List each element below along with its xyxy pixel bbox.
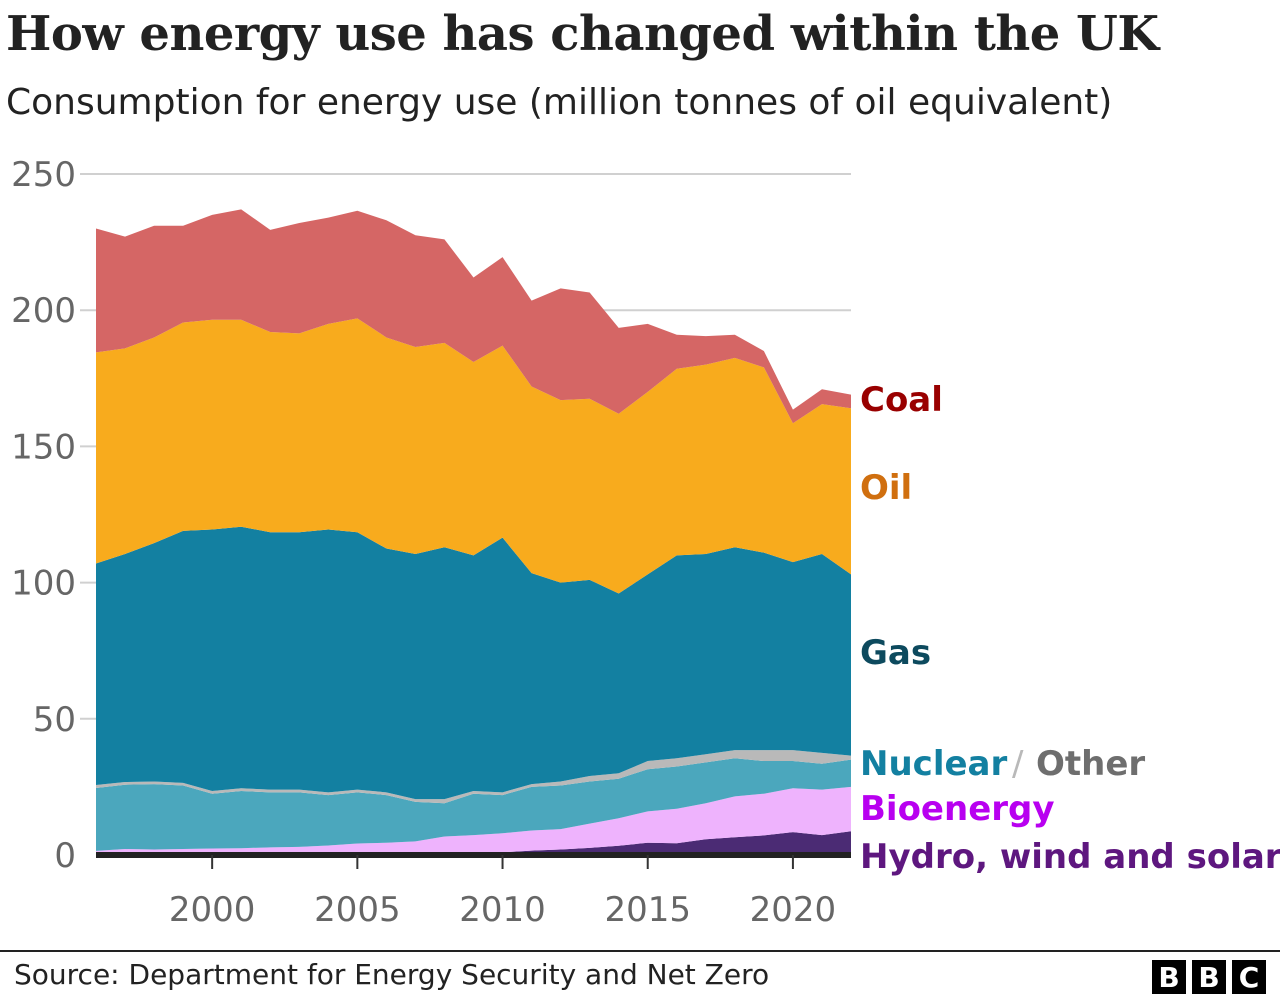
y-tick-label: 200 bbox=[11, 291, 76, 331]
x-tick-label: 2000 bbox=[169, 890, 256, 930]
logo-letter: B bbox=[1192, 960, 1226, 994]
legend-label-oil: Oil bbox=[860, 468, 912, 508]
area-gas bbox=[96, 526, 851, 800]
chart-subtitle: Consumption for energy use (million tonn… bbox=[6, 82, 1113, 123]
y-tick-label: 50 bbox=[33, 700, 76, 740]
area-coal bbox=[96, 209, 851, 424]
x-tick-label: 2020 bbox=[750, 890, 837, 930]
y-tick-label: 150 bbox=[11, 427, 76, 467]
area-oil bbox=[96, 318, 851, 594]
source-note: Source: Department for Energy Security a… bbox=[14, 958, 770, 991]
logo-letter: C bbox=[1232, 960, 1266, 994]
legend-label-coal: Coal bbox=[860, 380, 943, 420]
area-other bbox=[96, 750, 851, 804]
x-axis-baseline bbox=[96, 852, 851, 858]
area-nuclear bbox=[96, 758, 851, 851]
legend-label-hydro-wind-solar: Hydro, wind and solar bbox=[860, 837, 1280, 877]
legend-label-nuclear: Nuclear bbox=[860, 744, 1007, 784]
x-tick-label: 2005 bbox=[314, 890, 401, 930]
y-tick-label: 100 bbox=[11, 564, 76, 604]
x-tick-label: 2010 bbox=[459, 890, 546, 930]
y-tick-label: 0 bbox=[54, 836, 76, 876]
legend-label-bioenergy: Bioenergy bbox=[860, 789, 1055, 829]
legend-label-other: Other bbox=[1036, 744, 1145, 784]
x-tick-label: 2015 bbox=[604, 890, 691, 930]
footer-divider bbox=[0, 950, 1280, 952]
legend-label-gas: Gas bbox=[860, 633, 931, 673]
area-bioenergy bbox=[96, 786, 851, 854]
bbc-logo: B B C bbox=[1152, 960, 1266, 994]
y-tick-label: 250 bbox=[11, 155, 76, 195]
chart-title: How energy use has changed within the UK bbox=[6, 6, 1159, 62]
area-hydro-wind-and-solar bbox=[96, 831, 851, 855]
logo-letter: B bbox=[1152, 960, 1186, 994]
stacked-area-chart: 0 50 100 150 200 250 2000 2005 2010 2015 2020 Coal O… bbox=[11, 155, 1280, 930]
legend-separator: / bbox=[1012, 744, 1024, 784]
